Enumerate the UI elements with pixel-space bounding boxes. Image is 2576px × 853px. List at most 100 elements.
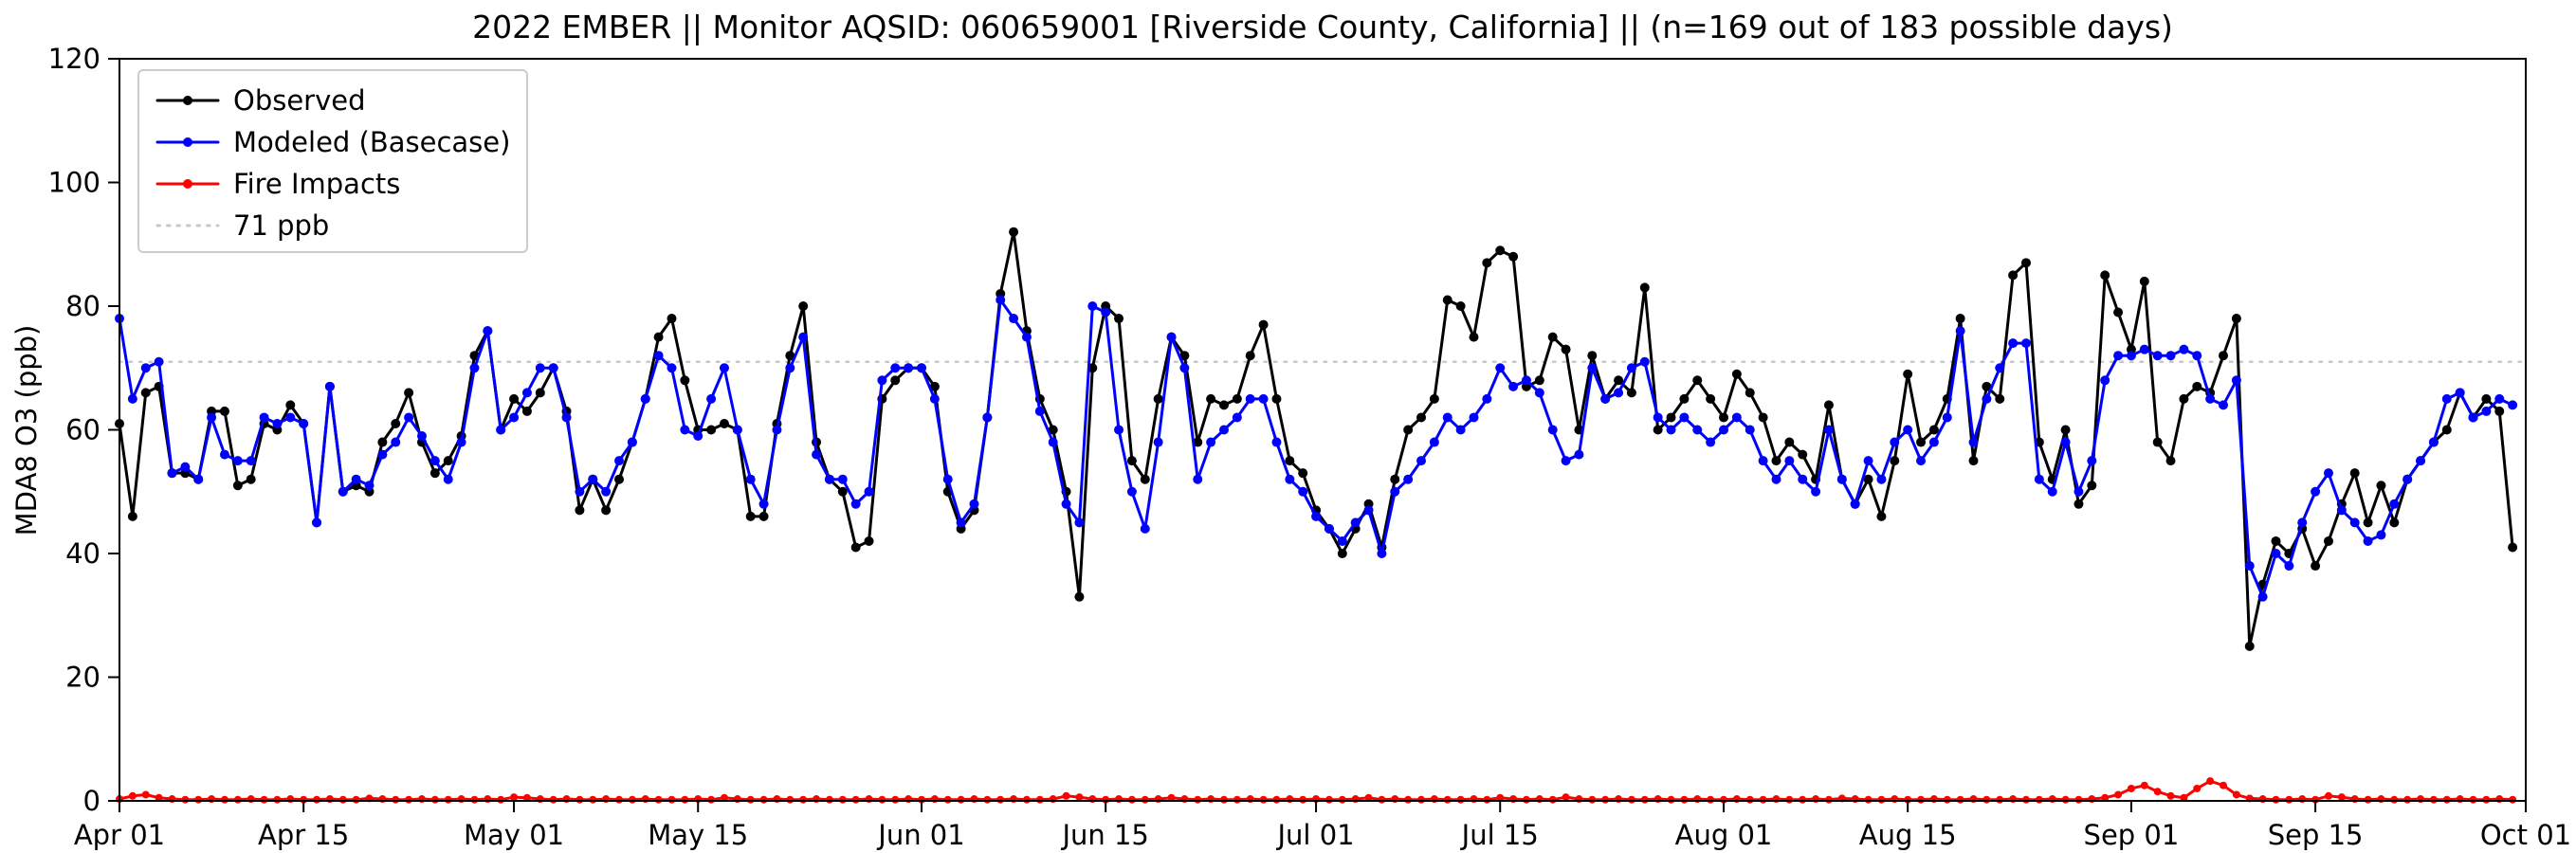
legend-marker: [183, 179, 192, 189]
modeled-point: [1258, 393, 1269, 404]
modeled-point: [1798, 474, 1808, 484]
observed-point: [798, 301, 809, 311]
observed-point: [1469, 332, 1479, 342]
modeled-point: [469, 363, 480, 373]
modeled-point: [772, 425, 782, 435]
legend-marker: [183, 96, 192, 105]
fire-point: [878, 795, 886, 804]
observed-point: [1074, 591, 1085, 602]
observed-point: [521, 406, 532, 416]
modeled-point: [824, 474, 834, 484]
fire-point: [996, 795, 1005, 804]
observed-point: [1455, 301, 1466, 311]
observed-point: [719, 418, 729, 428]
fire-point: [1956, 795, 1964, 804]
observed-point: [1429, 393, 1439, 404]
modeled-point: [1166, 332, 1177, 342]
x-tick-label: Jul 01: [1276, 819, 1355, 851]
modeled-point: [2192, 351, 2202, 361]
legend: Observed Modeled (Basecase) Fire Impacts 71…: [137, 69, 528, 253]
modeled-point: [2034, 474, 2044, 484]
observed-point: [2231, 314, 2241, 324]
modeled-point: [2389, 499, 2400, 509]
observed-point: [929, 381, 940, 391]
fire-point: [2390, 795, 2399, 804]
modeled-point: [2219, 400, 2229, 410]
fire-point: [2429, 795, 2438, 804]
fire-point: [233, 795, 242, 804]
observed-point: [1009, 227, 1019, 237]
observed-point: [2389, 517, 2400, 528]
observed-point: [2363, 517, 2373, 528]
observed-point: [509, 393, 520, 404]
modeled-point: [207, 412, 217, 423]
fire-point: [2469, 795, 2477, 804]
observed-point: [1771, 456, 1781, 466]
modeled-point: [929, 393, 940, 404]
observed-point: [1679, 393, 1690, 404]
observed-point: [1876, 511, 1887, 521]
modeled-point: [2244, 561, 2255, 572]
x-tick-label: Apr 15: [258, 819, 349, 851]
observed-point: [785, 351, 795, 361]
fire-point: [1417, 795, 1426, 804]
fire-point: [2035, 795, 2043, 804]
modeled-point: [1140, 523, 1150, 534]
modeled-markers: [115, 295, 2518, 602]
modeled-point: [2494, 393, 2505, 404]
fire-point: [2337, 793, 2346, 802]
fire-point: [260, 795, 268, 804]
fire-point: [575, 795, 584, 804]
fire-point: [1864, 795, 1873, 804]
observed-point: [2271, 535, 2281, 546]
modeled-point: [890, 363, 901, 373]
observed-line: [118, 230, 2514, 648]
modeled-point: [2257, 591, 2268, 602]
observed-point: [219, 406, 229, 416]
modeled-point: [429, 456, 440, 466]
fire-point: [1259, 795, 1268, 804]
modeled-point: [1009, 314, 1019, 324]
legend-label: Modeled (Basecase): [233, 126, 510, 158]
fire-point: [549, 795, 557, 804]
fire-point: [1233, 795, 1241, 804]
modeled-point: [942, 474, 953, 484]
observed-point: [745, 511, 756, 521]
fire-point: [155, 793, 163, 802]
observed-point: [2441, 425, 2452, 435]
modeled-point: [2165, 351, 2176, 361]
modeled-point: [969, 499, 979, 509]
modeled-point: [443, 474, 453, 484]
x-tick-label: May 15: [648, 819, 748, 851]
modeled-point: [1232, 412, 1242, 423]
observed-point: [377, 437, 388, 447]
fire-point: [1522, 795, 1530, 804]
fire-point: [1167, 793, 1176, 802]
modeled-point: [1074, 517, 1085, 528]
fire-point: [2232, 790, 2240, 799]
fire-point: [405, 795, 413, 804]
observed-point: [404, 388, 414, 398]
fire-point: [667, 795, 676, 804]
modeled-point: [2113, 351, 2124, 361]
observed-point: [1547, 332, 1558, 342]
observed-point: [1890, 456, 1900, 466]
modeled-point: [1350, 517, 1361, 528]
observed-point: [1442, 295, 1452, 305]
fire-point: [589, 795, 597, 804]
observed-point: [1784, 437, 1795, 447]
observed-point: [2165, 456, 2176, 466]
observed-point: [2508, 542, 2518, 553]
fire-point: [720, 793, 728, 802]
observed-point: [1666, 412, 1676, 423]
observed-point: [850, 542, 861, 553]
modeled-point: [496, 425, 506, 435]
x-tick-label: May 01: [464, 819, 564, 851]
modeled-point: [706, 393, 717, 404]
fire-point: [1824, 795, 1833, 804]
fire-point: [786, 795, 795, 804]
fire-point: [510, 793, 519, 802]
modeled-point: [1745, 425, 1755, 435]
modeled-point: [2441, 393, 2452, 404]
